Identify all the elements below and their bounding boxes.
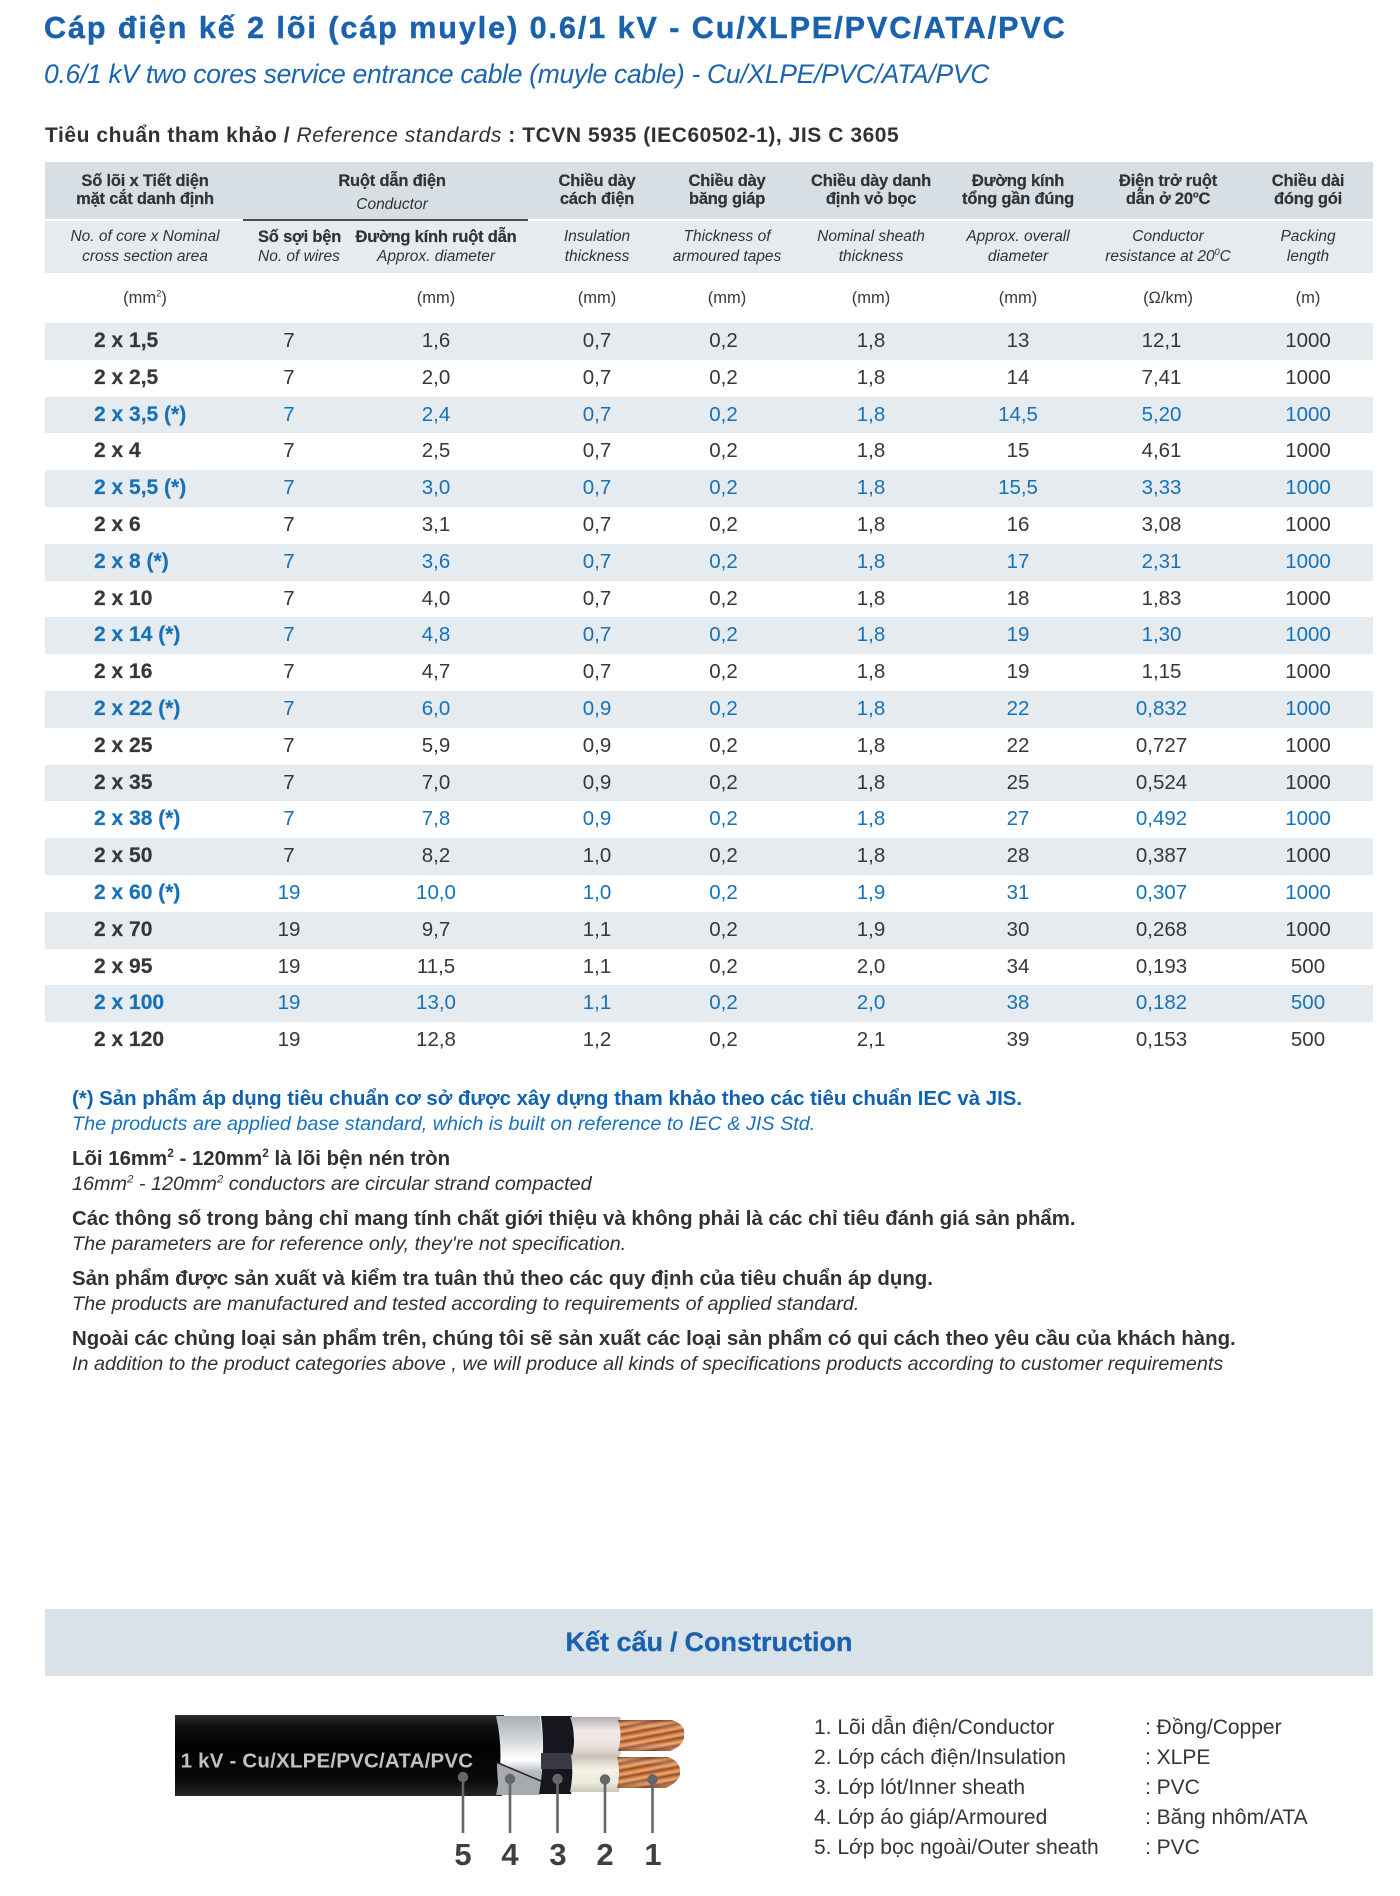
svg-text:4: 4 [501,1837,519,1872]
svg-text:1: 1 [644,1837,661,1872]
svg-text:3: 3 [549,1837,566,1872]
svg-text:2: 2 [596,1837,613,1872]
svg-text:1 kV - Cu/XLPE/PVC/ATA/PVC: 1 kV - Cu/XLPE/PVC/ATA/PVC [181,1750,474,1773]
svg-text:5: 5 [454,1837,471,1872]
